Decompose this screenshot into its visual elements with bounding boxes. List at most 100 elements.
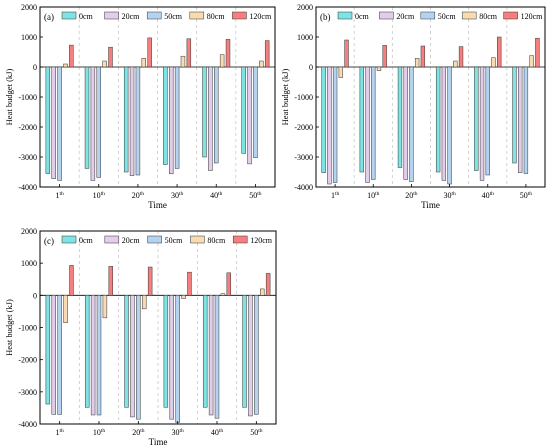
legend-swatch-50cm — [420, 11, 436, 20]
panel-a: -4000 -3000 -2000 -1000 0 1000 2000 1th 10th 20th… — [4, 3, 276, 210]
bar-0cm-20th — [124, 295, 129, 408]
x-tick-label: 20th — [132, 428, 145, 437]
panel-label: (c) — [44, 236, 54, 246]
x-tick-label: 30th — [171, 191, 184, 200]
bar-120cm-20th — [147, 37, 152, 68]
bar-50cm-30th — [174, 66, 180, 169]
bar-50cm-20th — [409, 66, 414, 182]
bar-120cm-10th — [108, 46, 113, 68]
bar-120cm-20th — [147, 266, 153, 296]
bar-120cm-30th — [458, 46, 464, 68]
legend-label-50cm: 50cm — [438, 12, 457, 21]
bar-80cm-20th — [414, 58, 420, 68]
bar-120cm-40th — [497, 36, 502, 68]
bar-0cm-20th — [123, 66, 129, 173]
y-tick-label: 1000 — [21, 259, 37, 268]
bar-20cm-50th — [248, 295, 253, 417]
bar-0cm-1th — [45, 66, 51, 174]
x-tick-label: 1th — [331, 191, 340, 200]
y-tick-label: 1000 — [297, 33, 313, 42]
bar-120cm-20th — [420, 45, 426, 68]
bar-20cm-20th — [403, 66, 408, 180]
y-tick-label: -2000 — [18, 123, 37, 132]
bar-20cm-1th — [51, 66, 56, 179]
bar-0cm-50th — [242, 295, 247, 408]
x-tick-label: 50th — [249, 191, 262, 200]
bar-50cm-40th — [214, 295, 220, 419]
x-tick-label: 40th — [210, 191, 223, 200]
legend-swatch-0cm — [61, 235, 77, 244]
y-tick-label: -2000 — [18, 356, 37, 365]
bar-0cm-1th — [45, 295, 51, 405]
bar-80cm-20th — [142, 295, 147, 310]
bar-0cm-40th — [202, 66, 207, 158]
panel-label: (b) — [320, 12, 331, 22]
bar-120cm-1th — [344, 39, 349, 68]
bar-0cm-40th — [202, 295, 208, 408]
x-tick-label: 1th — [55, 191, 64, 200]
bar-80cm-1th — [338, 66, 343, 78]
bar-120cm-50th — [264, 40, 270, 68]
x-tick-label: 20th — [405, 191, 418, 200]
legend-swatch-80cm — [189, 11, 205, 20]
legend-swatch-0cm — [61, 11, 77, 20]
bar-80cm-30th — [453, 60, 458, 68]
y-tick-label: -2000 — [294, 123, 313, 132]
y-tick-label: -1000 — [294, 93, 313, 102]
y-tick-label: -1000 — [18, 324, 37, 333]
legend-label-80cm: 80cm — [207, 236, 226, 245]
bar-120cm-30th — [187, 271, 192, 296]
bar-50cm-10th — [96, 295, 102, 416]
bar-0cm-10th — [359, 66, 364, 173]
panel-b: -4000 -3000 -2000 -1000 0 1000 2000 1th 10th 20th… — [280, 3, 546, 210]
bar-20cm-10th — [365, 66, 370, 183]
legend-swatch-120cm — [232, 235, 248, 244]
bar-80cm-20th — [141, 58, 147, 68]
bar-80cm-50th — [529, 55, 534, 68]
y-tick-label: -1000 — [18, 93, 37, 102]
panel-label: (a) — [44, 12, 54, 22]
y-tick-label: 1000 — [21, 33, 37, 42]
x-tick-label: 40th — [211, 428, 224, 437]
bar-20cm-30th — [169, 295, 174, 420]
bar-50cm-10th — [96, 66, 101, 178]
bar-20cm-10th — [90, 295, 96, 416]
bar-50cm-50th — [523, 66, 529, 174]
y-tick-label: -4000 — [18, 183, 37, 192]
y-tick-label: 0 — [309, 63, 313, 72]
bar-50cm-1th — [57, 66, 62, 181]
x-axis-title: Time — [148, 200, 167, 210]
y-tick-label: 2000 — [21, 227, 37, 236]
legend-swatch-80cm — [190, 235, 205, 244]
y-tick-label: -3000 — [294, 153, 313, 162]
bar-20cm-40th — [479, 66, 485, 181]
legend-label-80cm: 80cm — [207, 12, 226, 21]
bar-80cm-40th — [220, 293, 226, 296]
bar-20cm-10th — [90, 66, 96, 181]
bar-80cm-10th — [102, 60, 107, 68]
x-tick-label: 10th — [93, 191, 106, 200]
legend-swatch-20cm — [379, 11, 394, 20]
bar-80cm-30th — [181, 295, 186, 299]
bar-20cm-20th — [130, 295, 135, 418]
x-tick-label: 50th — [520, 191, 533, 200]
legend-swatch-50cm — [146, 11, 162, 20]
x-tick-label: 1th — [56, 428, 65, 437]
bar-120cm-40th — [226, 272, 232, 296]
bar-20cm-20th — [129, 66, 135, 176]
bar-50cm-10th — [371, 66, 376, 180]
y-tick-label: -3000 — [18, 153, 37, 162]
x-axis-title: Time — [149, 437, 168, 447]
bar-20cm-1th — [51, 295, 56, 415]
bar-20cm-1th — [327, 66, 332, 185]
legend-swatch-120cm — [503, 11, 518, 20]
bar-50cm-20th — [136, 295, 141, 420]
x-tick-label: 10th — [367, 191, 380, 200]
bar-0cm-1th — [321, 66, 326, 173]
bar-50cm-40th — [485, 66, 490, 176]
legend-swatch-20cm — [104, 235, 120, 244]
bar-80cm-10th — [102, 295, 108, 319]
bar-20cm-40th — [208, 295, 214, 416]
bar-80cm-10th — [376, 66, 382, 71]
bar-80cm-1th — [63, 63, 68, 68]
